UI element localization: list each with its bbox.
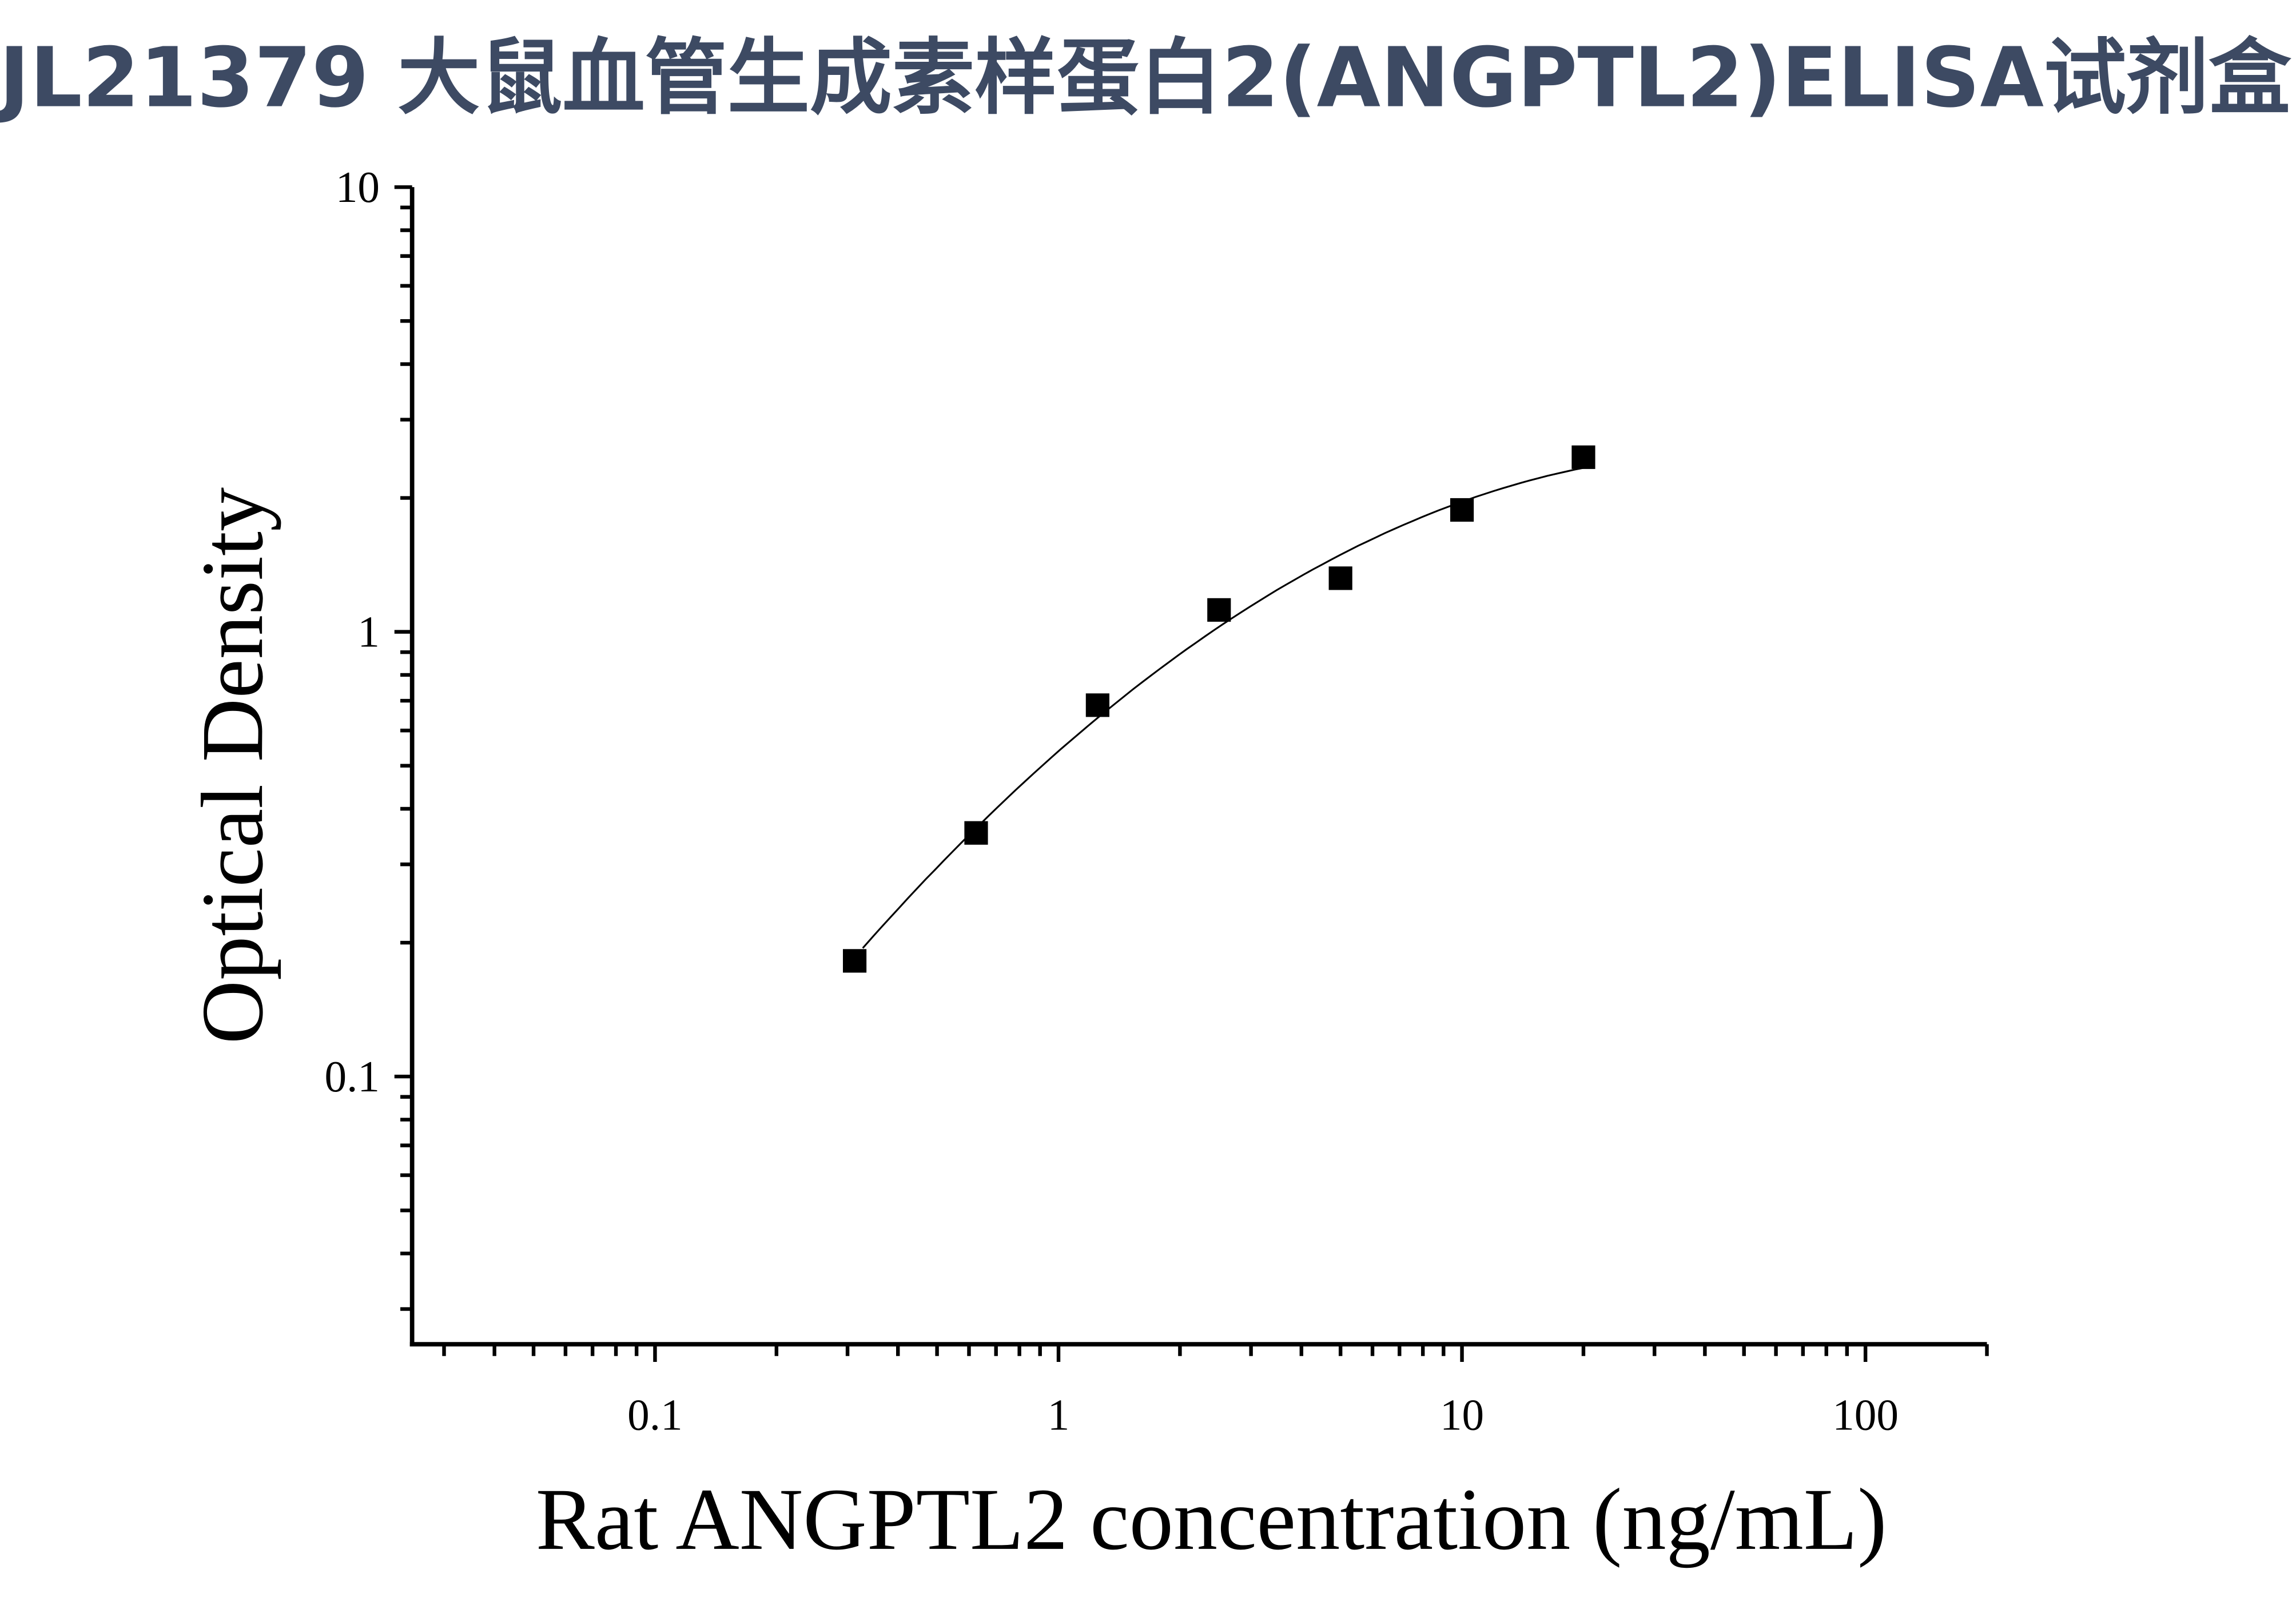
data-point: [1450, 498, 1474, 522]
y-tick-label: 0.1: [325, 1052, 380, 1101]
fit-curve: [862, 467, 1584, 949]
axes: [394, 185, 1989, 1362]
x-tick-label: 10: [1440, 1390, 1484, 1439]
y-tick-label: 1: [357, 607, 380, 656]
x-tick-label: 100: [1832, 1390, 1899, 1439]
x-axis-label: Rat ANGPTL2 concentration (ng/mL): [536, 1471, 1887, 1568]
data-point: [1207, 598, 1231, 622]
chart-title: JL21379 大鼠血管生成素样蛋白2(ANGPTL2)ELISA试剂盒: [0, 30, 2291, 126]
data-points: [842, 445, 1595, 973]
data-point: [1571, 445, 1595, 469]
y-tick-label: 10: [336, 162, 380, 212]
data-point: [964, 821, 988, 845]
y-axis-label: Optical Density: [184, 487, 281, 1044]
x-tick-label: 0.1: [627, 1390, 683, 1439]
x-tick-label: 1: [1048, 1390, 1070, 1439]
data-point: [842, 949, 867, 973]
tick-labels: 0.1 1 10 0.1 1 10 100: [325, 162, 1899, 1439]
data-point: [1085, 693, 1109, 717]
data-point: [1328, 566, 1352, 590]
